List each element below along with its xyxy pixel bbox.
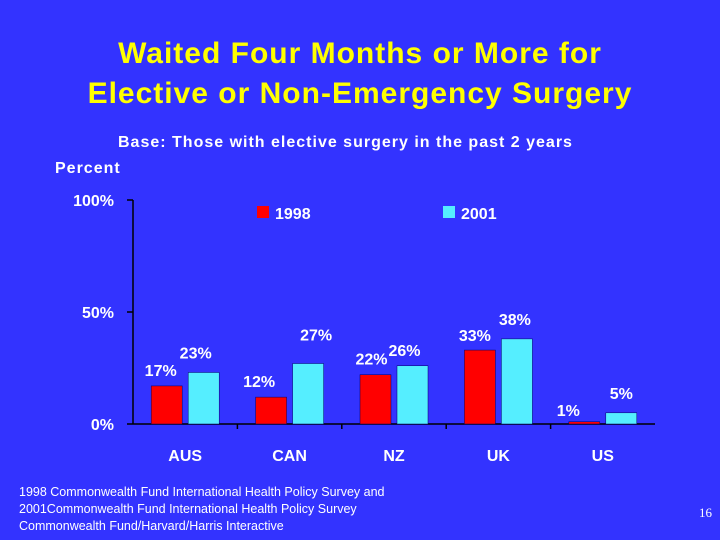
- source-line-3: Commonwealth Fund/Harvard/Harris Interac…: [19, 519, 284, 533]
- data-label: 22%: [355, 352, 387, 369]
- bar-1998-us: [568, 421, 601, 425]
- source-note: 1998 Commonwealth Fund International Hea…: [19, 484, 385, 535]
- legend-swatch-1998: [257, 206, 269, 218]
- title-line-2: Elective or Non-Emergency Surgery: [87, 77, 633, 110]
- data-label: 1%: [557, 403, 580, 420]
- legend-label-1998: 1998: [275, 206, 311, 223]
- data-label: 27%: [300, 328, 332, 345]
- source-line-2: 2001Commonwealth Fund International Heal…: [19, 502, 357, 516]
- bar-1998-aus: [150, 385, 183, 425]
- bar-2001-aus: [187, 372, 220, 425]
- x-tick-label: NZ: [383, 448, 405, 465]
- data-label: 26%: [388, 343, 420, 360]
- bar-2001-us: [605, 412, 638, 425]
- bar-2001-can: [292, 363, 324, 425]
- x-tick-label: UK: [487, 448, 511, 465]
- bar-1998-nz: [359, 374, 392, 425]
- x-tick-label: AUS: [168, 448, 202, 465]
- chart-subtitle: Base: Those with elective surgery in the…: [118, 134, 573, 151]
- bar-1998-can: [255, 396, 287, 425]
- x-tick-label: CAN: [272, 448, 307, 465]
- x-tick-label: US: [592, 448, 615, 465]
- data-label: 5%: [610, 386, 633, 403]
- data-label: 17%: [145, 363, 177, 380]
- page-number: 16: [699, 505, 712, 520]
- y-axis-label: Percent: [55, 160, 121, 177]
- y-tick-label: 100%: [73, 193, 114, 210]
- data-label: 38%: [499, 312, 531, 329]
- source-line-1: 1998 Commonwealth Fund International Hea…: [19, 485, 385, 499]
- data-label: 12%: [243, 374, 275, 391]
- bar-2001-nz: [396, 365, 429, 425]
- bar-2001-uk: [501, 338, 533, 425]
- bar-1998-uk: [464, 349, 496, 425]
- data-label: 33%: [459, 328, 491, 345]
- legend-swatch-2001: [443, 206, 455, 218]
- y-tick-label: 50%: [82, 305, 114, 322]
- y-tick-label: 0%: [91, 417, 114, 434]
- data-label: 23%: [180, 345, 212, 362]
- legend-label-2001: 2001: [461, 206, 497, 223]
- title-line-1: Waited Four Months or More for: [118, 37, 602, 70]
- chart-title: Waited Four Months or More for Elective …: [0, 34, 720, 114]
